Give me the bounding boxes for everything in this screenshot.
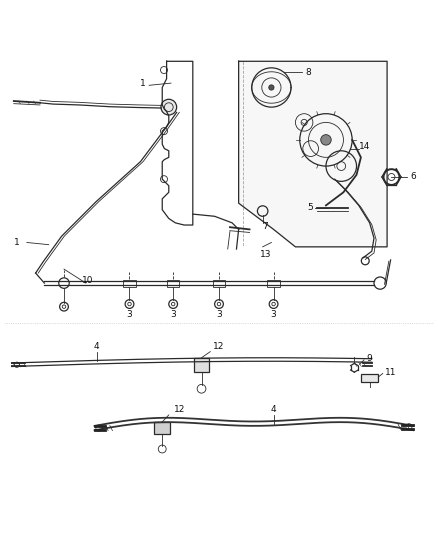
Text: 1: 1 [14,238,20,247]
Text: 7: 7 [262,222,268,231]
Bar [194,358,209,372]
Text: 8: 8 [306,68,311,77]
Text: 3: 3 [216,310,222,319]
Circle shape [161,99,177,115]
Bar [124,280,136,287]
Circle shape [321,135,331,145]
Bar [361,374,378,382]
Polygon shape [239,61,387,247]
Text: 9: 9 [367,354,372,362]
Text: 3: 3 [170,310,176,319]
Text: 11: 11 [385,368,396,377]
Circle shape [269,85,274,90]
Text: 3: 3 [127,310,132,319]
Text: 6: 6 [410,173,416,182]
Bar [268,280,280,287]
Text: 4: 4 [271,405,276,414]
Text: 14: 14 [359,142,370,151]
Text: 12: 12 [174,405,185,414]
Circle shape [59,278,69,288]
Text: 10: 10 [82,276,94,285]
Text: 13: 13 [261,250,272,259]
Text: 1: 1 [140,79,145,88]
Text: 12: 12 [213,342,225,351]
Text: 5: 5 [307,203,313,212]
Bar [167,280,179,287]
Bar [154,422,170,434]
Text: 3: 3 [271,310,276,319]
Bar [213,280,225,287]
Text: 4: 4 [94,342,99,351]
